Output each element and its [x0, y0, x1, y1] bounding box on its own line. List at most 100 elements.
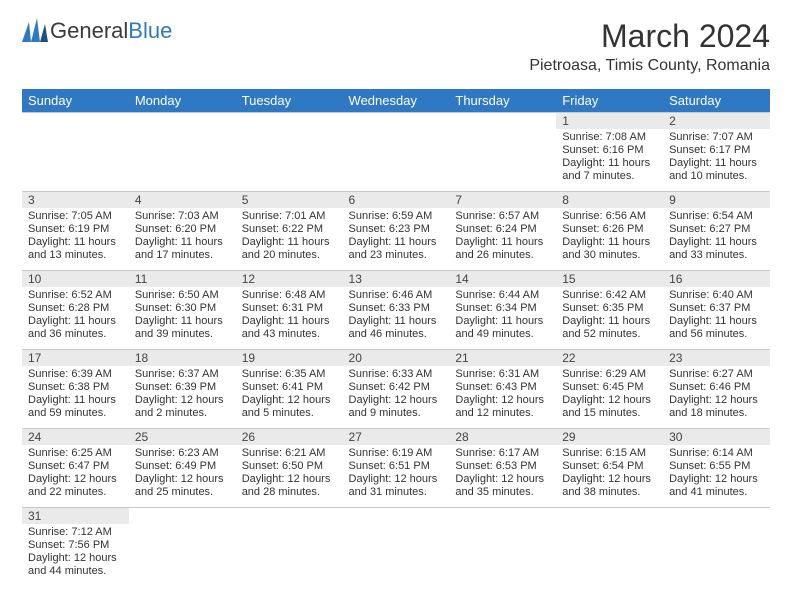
sun-info: Sunrise: 6:56 AMSunset: 6:26 PMDaylight:… [556, 208, 663, 262]
sun-info-line: Sunset: 6:39 PM [135, 381, 230, 394]
sun-info-line: and 52 minutes. [562, 328, 657, 341]
weekday-header: Wednesday [343, 89, 450, 113]
sun-info-line: Sunrise: 6:40 AM [669, 289, 764, 302]
sun-info-line: and 22 minutes. [28, 486, 123, 499]
sun-info-line: and 49 minutes. [455, 328, 550, 341]
sun-info: Sunrise: 6:17 AMSunset: 6:53 PMDaylight:… [449, 445, 556, 499]
sun-info-line: Sunset: 6:35 PM [562, 302, 657, 315]
date-number: 23 [663, 350, 770, 366]
sun-info-line: Sunset: 6:34 PM [455, 302, 550, 315]
sun-info-line: Daylight: 11 hours [562, 236, 657, 249]
date-number: 20 [343, 350, 450, 366]
sun-info-line: Daylight: 12 hours [242, 394, 337, 407]
sun-info-line: Sunrise: 7:12 AM [28, 526, 123, 539]
weekday-header: Saturday [663, 89, 770, 113]
sun-info-line: Sunrise: 6:48 AM [242, 289, 337, 302]
sun-info-line: Daylight: 12 hours [28, 552, 123, 565]
sun-info-line: Daylight: 12 hours [562, 394, 657, 407]
date-number: 3 [22, 192, 129, 208]
calendar-cell: 14Sunrise: 6:44 AMSunset: 6:34 PMDayligh… [449, 271, 556, 350]
date-number: 18 [129, 350, 236, 366]
date-number: 9 [663, 192, 770, 208]
sun-info-line: and 20 minutes. [242, 249, 337, 262]
sun-info-line: Sunrise: 6:35 AM [242, 368, 337, 381]
calendar-cell-empty [343, 508, 450, 587]
sun-info-line: Sunset: 6:54 PM [562, 460, 657, 473]
sun-info-line: Daylight: 11 hours [562, 315, 657, 328]
sun-info-line: and 5 minutes. [242, 407, 337, 420]
sun-info-line: Daylight: 12 hours [349, 394, 444, 407]
sun-info: Sunrise: 7:03 AMSunset: 6:20 PMDaylight:… [129, 208, 236, 262]
sun-info-line: Daylight: 11 hours [669, 236, 764, 249]
calendar-cell: 1Sunrise: 7:08 AMSunset: 6:16 PMDaylight… [556, 113, 663, 192]
sun-info-line: Sunset: 6:50 PM [242, 460, 337, 473]
sun-info: Sunrise: 6:37 AMSunset: 6:39 PMDaylight:… [129, 366, 236, 420]
calendar-cell-empty [22, 113, 129, 192]
sun-info-line: Daylight: 11 hours [135, 236, 230, 249]
sun-info-line: and 39 minutes. [135, 328, 230, 341]
calendar-row: 31Sunrise: 7:12 AMSunset: 7:56 PMDayligh… [22, 508, 770, 587]
date-number: 26 [236, 429, 343, 445]
calendar-cell: 13Sunrise: 6:46 AMSunset: 6:33 PMDayligh… [343, 271, 450, 350]
calendar-cell-empty [449, 508, 556, 587]
logo-text: GeneralBlue [50, 18, 172, 44]
sun-info-line: and 9 minutes. [349, 407, 444, 420]
header: GeneralBlue March 2024 Pietroasa, Timis … [22, 18, 770, 75]
weekday-header: Friday [556, 89, 663, 113]
sun-info-line: and 10 minutes. [669, 170, 764, 183]
sun-info-line: Daylight: 11 hours [669, 315, 764, 328]
sun-info-line: Sunrise: 6:17 AM [455, 447, 550, 460]
date-number: 10 [22, 271, 129, 287]
sun-info-line: and 30 minutes. [562, 249, 657, 262]
calendar-cell: 22Sunrise: 6:29 AMSunset: 6:45 PMDayligh… [556, 350, 663, 429]
sun-info-line: Sunrise: 6:59 AM [349, 210, 444, 223]
sun-info-line: Sunset: 6:46 PM [669, 381, 764, 394]
sun-info-line: Daylight: 11 hours [28, 394, 123, 407]
sun-info-line: Sunrise: 6:14 AM [669, 447, 764, 460]
calendar-cell-empty [129, 508, 236, 587]
calendar-cell-empty [449, 113, 556, 192]
calendar-cell: 27Sunrise: 6:19 AMSunset: 6:51 PMDayligh… [343, 429, 450, 508]
sun-info-line: and 2 minutes. [135, 407, 230, 420]
sun-info-line: Sunset: 6:31 PM [242, 302, 337, 315]
sun-info: Sunrise: 6:57 AMSunset: 6:24 PMDaylight:… [449, 208, 556, 262]
sun-info-line: Sunset: 6:30 PM [135, 302, 230, 315]
sun-info-line: Sunset: 6:33 PM [349, 302, 444, 315]
sun-info-line: Sunrise: 6:44 AM [455, 289, 550, 302]
sun-info-line: and 36 minutes. [28, 328, 123, 341]
sun-info: Sunrise: 6:31 AMSunset: 6:43 PMDaylight:… [449, 366, 556, 420]
sun-info-line: and 7 minutes. [562, 170, 657, 183]
sun-info-line: Sunrise: 6:39 AM [28, 368, 123, 381]
calendar-cell-empty [556, 508, 663, 587]
calendar-cell: 8Sunrise: 6:56 AMSunset: 6:26 PMDaylight… [556, 192, 663, 271]
calendar-cell: 30Sunrise: 6:14 AMSunset: 6:55 PMDayligh… [663, 429, 770, 508]
sun-info: Sunrise: 6:29 AMSunset: 6:45 PMDaylight:… [556, 366, 663, 420]
sun-info-line: Sunrise: 6:29 AM [562, 368, 657, 381]
sun-info-line: Sunrise: 6:21 AM [242, 447, 337, 460]
weekday-header: Monday [129, 89, 236, 113]
sun-info-line: and 17 minutes. [135, 249, 230, 262]
date-number: 8 [556, 192, 663, 208]
sun-info: Sunrise: 7:05 AMSunset: 6:19 PMDaylight:… [22, 208, 129, 262]
sun-info: Sunrise: 6:33 AMSunset: 6:42 PMDaylight:… [343, 366, 450, 420]
date-number: 31 [22, 508, 129, 524]
calendar-cell: 19Sunrise: 6:35 AMSunset: 6:41 PMDayligh… [236, 350, 343, 429]
sun-info-line: Sunrise: 6:46 AM [349, 289, 444, 302]
sun-info-line: Daylight: 12 hours [455, 394, 550, 407]
calendar-cell: 4Sunrise: 7:03 AMSunset: 6:20 PMDaylight… [129, 192, 236, 271]
calendar-cell: 9Sunrise: 6:54 AMSunset: 6:27 PMDaylight… [663, 192, 770, 271]
sun-info-line: Sunset: 6:49 PM [135, 460, 230, 473]
month-title: March 2024 [529, 18, 770, 55]
sun-info-line: and 41 minutes. [669, 486, 764, 499]
sun-info-line: Sunrise: 6:37 AM [135, 368, 230, 381]
date-number: 5 [236, 192, 343, 208]
sun-info-line: Daylight: 12 hours [135, 473, 230, 486]
sun-info-line: Sunrise: 6:19 AM [349, 447, 444, 460]
calendar-row: 3Sunrise: 7:05 AMSunset: 6:19 PMDaylight… [22, 192, 770, 271]
sun-info-line: Daylight: 11 hours [349, 236, 444, 249]
sun-info: Sunrise: 6:52 AMSunset: 6:28 PMDaylight:… [22, 287, 129, 341]
sun-info-line: Daylight: 11 hours [242, 315, 337, 328]
sun-info-line: Daylight: 11 hours [28, 236, 123, 249]
date-number: 24 [22, 429, 129, 445]
weekday-header: Sunday [22, 89, 129, 113]
